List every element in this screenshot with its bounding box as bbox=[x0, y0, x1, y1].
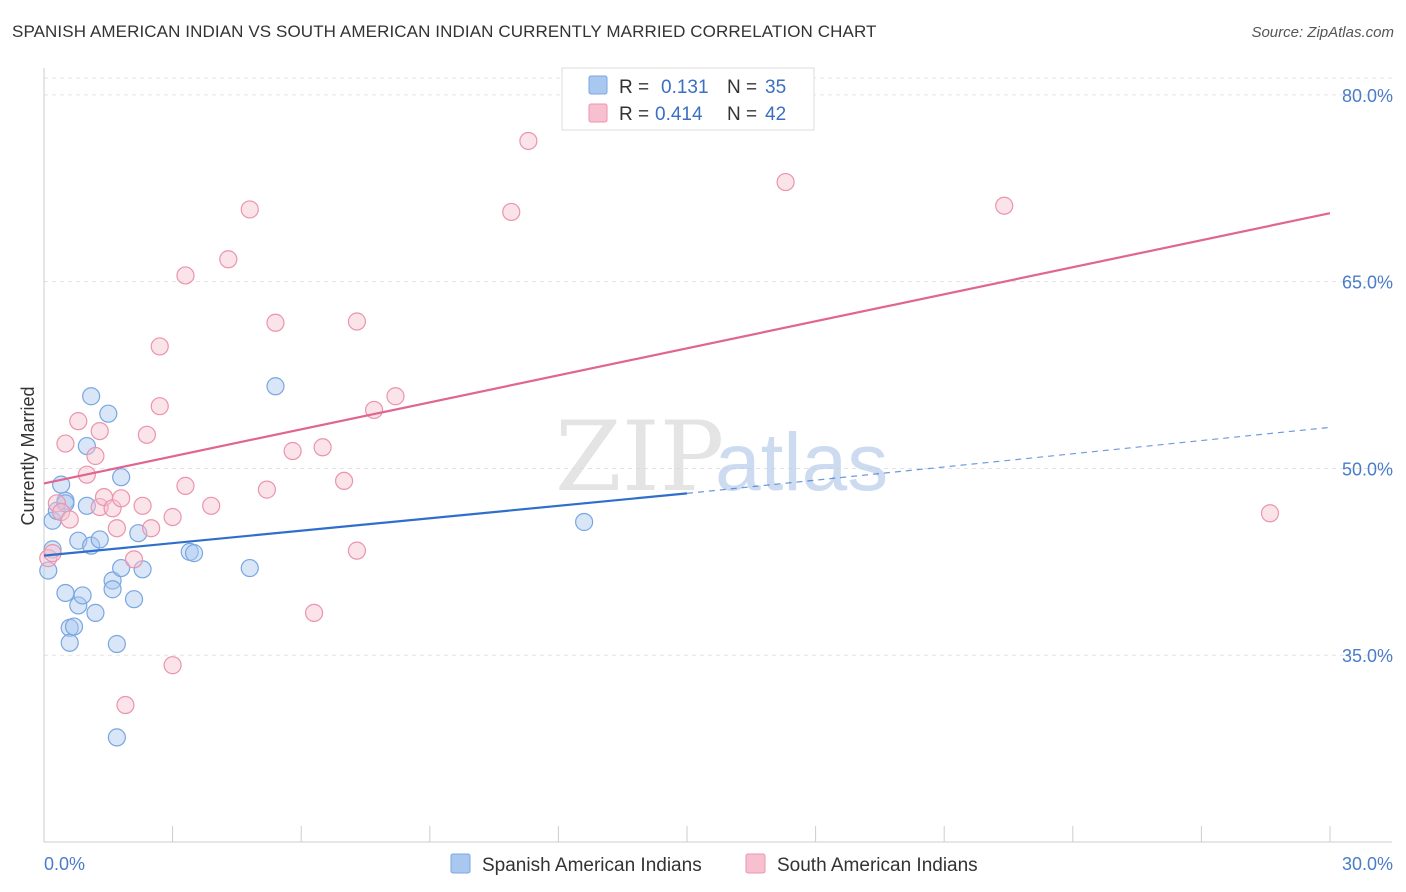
pink-point bbox=[150, 397, 169, 416]
pink-point bbox=[304, 603, 324, 622]
pink-point bbox=[60, 510, 79, 529]
blue-point bbox=[64, 617, 84, 636]
pink-point bbox=[1260, 504, 1280, 523]
legend-r-value-2: 0.414 bbox=[655, 104, 703, 125]
pink-point bbox=[257, 480, 277, 499]
tick-labels: 35.0% 50.0% 65.0% 80.0% 0.0% 30.0% bbox=[44, 86, 1393, 874]
pink-point bbox=[176, 476, 195, 495]
pink-point bbox=[347, 312, 367, 331]
pink-point bbox=[176, 266, 195, 285]
x-tick-label-max: 30.0% bbox=[1342, 854, 1393, 874]
pink-point bbox=[163, 507, 182, 527]
legend-n-label-1: N = bbox=[727, 77, 757, 98]
blue-point bbox=[112, 468, 131, 487]
bottom-legend: Spanish American Indians South American … bbox=[450, 853, 978, 876]
legend-n-value-2: 42 bbox=[765, 104, 786, 125]
chart-title: SPANISH AMERICAN INDIAN VS SOUTH AMERICA… bbox=[12, 22, 877, 41]
blue-point bbox=[184, 544, 204, 563]
pink-point bbox=[107, 519, 126, 538]
legend-swatch-pink bbox=[588, 103, 608, 123]
x-tick-label-min: 0.0% bbox=[44, 854, 85, 874]
legend-n-value-1: 35 bbox=[765, 77, 786, 98]
blue-point bbox=[107, 728, 126, 747]
blue-point bbox=[103, 580, 122, 599]
pink-point bbox=[133, 496, 152, 515]
pink-point bbox=[995, 196, 1014, 215]
pink-point bbox=[283, 441, 302, 461]
legend-n-label-2: N = bbox=[727, 104, 757, 125]
pink-point bbox=[124, 550, 144, 569]
blue-point bbox=[107, 634, 126, 654]
blue-point bbox=[240, 558, 259, 578]
blue-point bbox=[90, 530, 109, 549]
pink-point bbox=[334, 471, 354, 491]
legend-r-value-1: 0.131 bbox=[661, 77, 709, 98]
bottom-legend-swatch-pink bbox=[745, 853, 766, 874]
pink-point bbox=[90, 497, 109, 517]
pink-point bbox=[313, 438, 332, 457]
top-legend: R = 0.131 N = 35 R = 0.414 N = 42 bbox=[561, 67, 815, 131]
trend-line-blue-extension bbox=[686, 426, 1331, 494]
bottom-legend-label-pink: South American Indians bbox=[777, 855, 978, 876]
pink-point bbox=[56, 434, 75, 453]
pink-point bbox=[142, 519, 161, 538]
bottom-legend-swatch-blue bbox=[450, 853, 471, 874]
pink-point bbox=[86, 446, 105, 466]
pink-point bbox=[116, 695, 135, 715]
legend-swatch-blue bbox=[588, 75, 608, 95]
blue-point bbox=[124, 590, 144, 609]
axes bbox=[43, 68, 1392, 843]
blue-point bbox=[86, 603, 105, 622]
legend-r-label-2: R = bbox=[619, 104, 649, 125]
y-axis-label: Currently Married bbox=[18, 386, 38, 525]
blue-point bbox=[39, 561, 58, 580]
pink-point bbox=[219, 250, 238, 269]
pink-point bbox=[90, 421, 109, 441]
pink-point bbox=[347, 541, 367, 560]
blue-point bbox=[73, 586, 92, 605]
blue-point bbox=[112, 558, 131, 578]
watermark: ZIP atlas bbox=[555, 401, 888, 513]
legend-r-label-1: R = bbox=[619, 77, 649, 98]
pink-point bbox=[386, 387, 405, 406]
pink-point bbox=[240, 200, 259, 219]
blue-point bbox=[82, 387, 101, 406]
pink-point bbox=[112, 489, 131, 508]
bottom-legend-label-blue: Spanish American Indians bbox=[482, 855, 702, 876]
pink-point bbox=[266, 313, 285, 332]
pink-point bbox=[519, 131, 538, 151]
blue-point bbox=[56, 583, 75, 603]
pink-point bbox=[776, 172, 795, 192]
blue-point bbox=[69, 596, 88, 615]
blue-point bbox=[575, 512, 594, 532]
trend-line-blue bbox=[43, 492, 688, 557]
watermark-zip: ZIP bbox=[555, 401, 724, 513]
y-tick-label: 35.0% bbox=[1342, 646, 1393, 666]
trend-line-pink bbox=[43, 212, 1331, 485]
y-tick-label: 65.0% bbox=[1342, 273, 1393, 293]
pink-point bbox=[137, 425, 156, 444]
pink-point bbox=[150, 337, 169, 356]
pink-point bbox=[163, 656, 182, 675]
y-tick-label: 80.0% bbox=[1342, 86, 1393, 106]
y-tick-label: 50.0% bbox=[1342, 459, 1393, 479]
pink-point bbox=[47, 494, 66, 513]
pink-point bbox=[69, 412, 88, 431]
source-label: Source: ZipAtlas.com bbox=[1251, 24, 1394, 41]
blue-point bbox=[266, 377, 285, 396]
pink-point bbox=[202, 496, 221, 515]
watermark-atlas: atlas bbox=[715, 417, 888, 508]
blue-point bbox=[99, 404, 118, 423]
blue-point bbox=[77, 496, 96, 515]
blue-point bbox=[60, 633, 79, 652]
data-points bbox=[39, 131, 1280, 747]
pink-point bbox=[502, 202, 521, 222]
trend-lines bbox=[43, 212, 1331, 557]
